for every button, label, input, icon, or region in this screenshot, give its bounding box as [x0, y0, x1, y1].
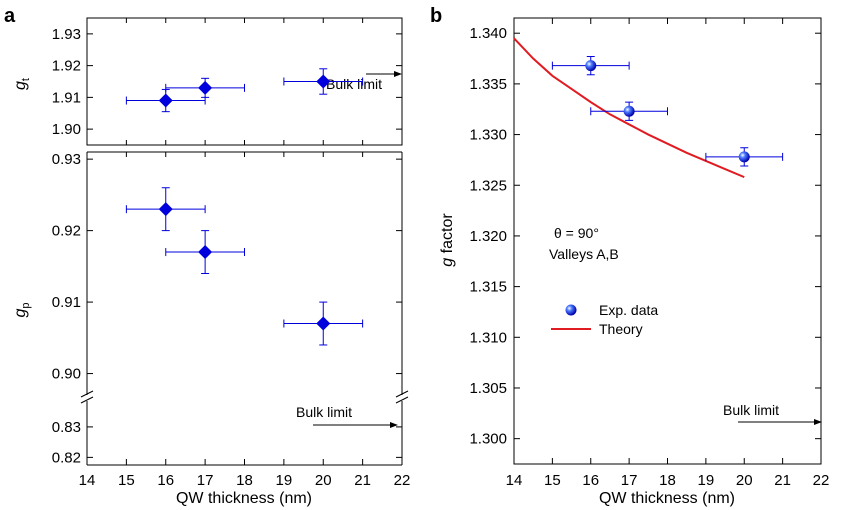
factor-word: factor: [439, 213, 456, 258]
panel-b-x-tick-label: 14: [506, 472, 523, 489]
bulk-limit-arrowhead-bottom: [390, 422, 398, 428]
bulk-limit-label-bottom: Bulk limit: [296, 404, 352, 420]
theory-line: [513, 37, 745, 179]
panel-b-x-tick-label: 17: [621, 472, 638, 489]
g-symbol-t: g: [12, 81, 29, 90]
panel-a-x-tick-label: 21: [354, 472, 371, 489]
panel-a-top-y-tick-label: 1.90: [52, 121, 81, 138]
panel-a-bottom-y-tick-label: 0.90: [52, 366, 81, 383]
panel-a-bottom-y-tick-label: 0.92: [52, 223, 81, 240]
panel-a-bottom-y-label: gp: [12, 302, 32, 317]
legend-marker-exp-data: [565, 304, 577, 316]
axis-break-left-1: [80, 390, 94, 398]
axis-break-right-1: [395, 390, 409, 398]
g-symbol-p: g: [12, 309, 29, 318]
panel-a-top-y-tick-label: 1.91: [52, 89, 81, 106]
panel-a-x-tick-label: 14: [79, 472, 96, 489]
g-symbol-b: g: [439, 258, 456, 267]
panel-b-x-tick-label: 22: [813, 472, 830, 489]
panel-b-y-tick-label: 1.300: [469, 431, 507, 448]
exp-data-point: [738, 151, 750, 163]
panel-a-x-tick-label: 17: [197, 472, 214, 489]
panel-a-bottom-y-tick-label: 0.83: [52, 419, 81, 436]
valleys-annotation: Valleys A,B: [549, 246, 619, 262]
panel-label-b: b: [430, 5, 442, 27]
panel-b-x-tick-label: 21: [774, 472, 791, 489]
panel-b-frame: [513, 17, 822, 465]
legend-label-exp-data: Exp. data: [599, 302, 658, 318]
panel-b-y-tick-label: 1.320: [469, 228, 507, 245]
exp-data-point: [623, 105, 635, 117]
data-marks: 14 15 16 17 18 19 20 21 22 1.90 1.91 1.92 1.93 0.82 0.…: [52, 18, 830, 489]
bulk-limit-label-b: Bulk limit: [723, 402, 779, 418]
panel-a-x-tick-label: 15: [118, 472, 135, 489]
panel-b-y-tick-label: 1.340: [469, 25, 507, 42]
panel-b-y-tick-label: 1.330: [469, 127, 507, 144]
panel-a-top-point: [316, 74, 331, 89]
panel-a-x-tick-label: 19: [276, 472, 293, 489]
panel-a-bottom-y-tick-label: 0.93: [52, 151, 81, 168]
bulk-limit-arrowhead-top: [394, 71, 402, 77]
panel-a-top-point: [158, 93, 173, 108]
exp-data-point: [585, 60, 597, 72]
panel-a-bottom-y-tick-label: 0.82: [52, 449, 81, 466]
panel-a-top-y-tick-label: 1.92: [52, 58, 81, 75]
panel-b-y-axis-label: g factor: [439, 213, 456, 267]
panel-b-x-tick-label: 16: [582, 472, 599, 489]
bulk-limit-arrowhead-b: [814, 419, 822, 425]
panel-a-bottom-point: [158, 202, 173, 217]
panel-b-y-tick-label: 1.310: [469, 329, 507, 346]
panel-b-y-tick-label: 1.335: [469, 76, 507, 93]
panel-b-y-tick-label: 1.325: [469, 177, 507, 194]
axis-break-right-2: [395, 396, 409, 404]
panel-a-x-tick-label: 18: [236, 472, 253, 489]
g-subscript-t: t: [20, 78, 32, 81]
panel-b-x-tick-label: 19: [698, 472, 715, 489]
panel-a-bottom-y-tick-label: 0.91: [52, 294, 81, 311]
panel-b-x-tick-label: 15: [544, 472, 561, 489]
panel-a-top-y-tick-label: 1.93: [52, 26, 81, 43]
bulk-limit-label-top: Bulk limit: [326, 76, 382, 92]
panel-b-x-tick-label: 18: [659, 472, 676, 489]
panel-b-y-tick-label: 1.305: [469, 380, 507, 397]
axis-break-left-2: [80, 396, 94, 404]
panel-b-x-tick-label: 20: [736, 472, 753, 489]
angle-annotation: θ = 90°: [554, 225, 599, 241]
panel-a-top-point: [198, 80, 213, 95]
panel-a-x-tick-label: 16: [157, 472, 174, 489]
panel-a-top-y-label: gt: [12, 78, 32, 90]
panel-a-x-tick-label: 20: [315, 472, 332, 489]
panel-a-x-axis-label: QW thickness (nm): [176, 490, 312, 507]
panel-a-x-tick-label: 22: [394, 472, 411, 489]
panel-a-bottom-point: [316, 316, 331, 331]
g-subscript-p: p: [20, 302, 32, 308]
panel-a-bottom-point: [198, 245, 213, 260]
panel-b-y-tick-label: 1.315: [469, 279, 507, 296]
panel-label-a: a: [4, 5, 16, 27]
legend-label-theory: Theory: [599, 321, 643, 337]
panel-b-x-axis-label: QW thickness (nm): [599, 490, 735, 507]
